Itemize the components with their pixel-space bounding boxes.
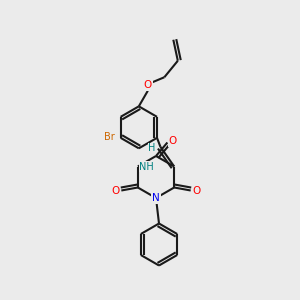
Text: N: N xyxy=(152,193,160,203)
Text: O: O xyxy=(144,80,152,90)
Text: Br: Br xyxy=(104,132,115,142)
Text: H: H xyxy=(148,143,156,153)
Text: O: O xyxy=(169,136,177,146)
Text: NH: NH xyxy=(140,161,154,172)
Text: O: O xyxy=(193,185,201,196)
Text: O: O xyxy=(111,185,119,196)
